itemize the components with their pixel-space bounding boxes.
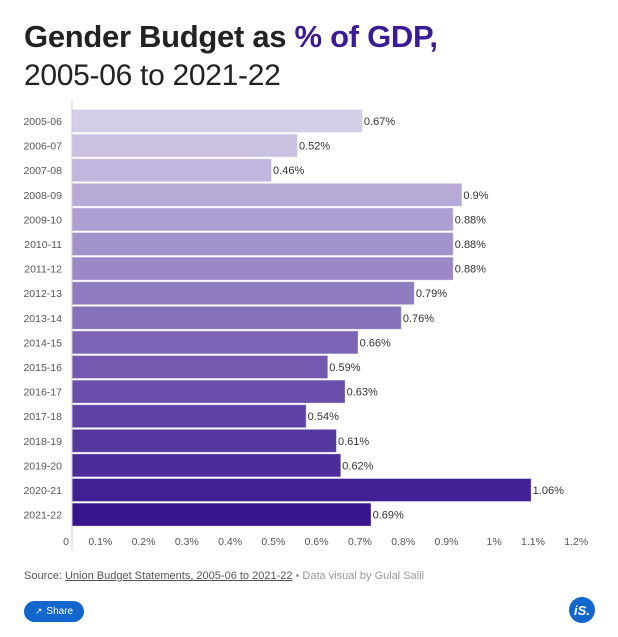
x-tick-label: 0.2% — [132, 536, 156, 548]
y-tick-label: 2006-07 — [23, 141, 62, 153]
y-tick-label: 2012-13 — [23, 288, 62, 300]
bar-2018-19 — [71, 429, 337, 453]
value-labels: 0.67% 0.52% 0.46% 0.9% 0.88% 0.88% 0.88% 0.79% 0… — [273, 116, 564, 522]
x-tick-label: 0 — [63, 536, 69, 548]
source-footer: Source: Union Budget Statements, 2005-06… — [24, 570, 424, 582]
logo[interactable]: iS. — [569, 597, 595, 623]
x-axis: 0 0.1% 0.2% 0.3% 0.4% 0.5% 0.6% 0.7% 0.8% 0.9% 1% 1… — [63, 100, 588, 551]
bar-2011-12 — [71, 257, 454, 281]
value-label: 0.46% — [273, 165, 304, 177]
chart-subtitle: 2005-06 to 2021-22 — [24, 59, 281, 92]
value-label: 0.88% — [455, 214, 486, 226]
x-tick-label: 0.9% — [434, 536, 458, 548]
bar-2014-15 — [71, 330, 359, 354]
value-label: 0.61% — [338, 436, 369, 448]
x-tick-label: 0.1% — [88, 536, 112, 548]
bar-2017-18 — [71, 404, 307, 428]
bar-2012-13 — [71, 281, 415, 305]
y-axis-labels: 2005-06 2006-07 2007-08 2008-09 2009-10 2010-… — [23, 116, 62, 522]
value-label: 0.67% — [364, 116, 395, 128]
bar-2021-22 — [71, 503, 372, 527]
x-tick-label: 0.8% — [391, 536, 415, 548]
value-label: 1.06% — [533, 485, 564, 497]
bar-2009-10 — [71, 207, 454, 231]
bar-2016-17 — [71, 380, 346, 404]
bar-2005-06 — [71, 109, 363, 133]
share-label: Share — [46, 606, 74, 617]
credit-text: • Data visual by Gulal Salil — [292, 570, 425, 582]
y-tick-label: 2018-19 — [23, 436, 62, 448]
value-label: 0.76% — [403, 313, 434, 325]
share-icon: ↗ — [34, 606, 43, 616]
value-label: 0.66% — [360, 337, 391, 349]
x-tick-label: 0.6% — [305, 536, 329, 548]
bar-2013-14 — [71, 306, 402, 330]
value-label: 0.59% — [329, 362, 360, 374]
value-label: 0.54% — [308, 411, 339, 423]
x-tick-label: 0.3% — [175, 536, 199, 548]
value-label: 0.88% — [455, 239, 486, 251]
bar-2019-20 — [71, 453, 341, 477]
y-tick-label: 2011-12 — [24, 264, 62, 276]
bar-2008-09 — [71, 183, 462, 207]
x-tick-label: 0.5% — [261, 536, 285, 548]
y-tick-label: 2010-11 — [24, 239, 62, 251]
bar-2020-21 — [71, 478, 532, 502]
y-tick-label: 2019-20 — [23, 460, 62, 472]
x-tick-label: 1.1% — [521, 536, 545, 548]
bar-2010-11 — [71, 232, 454, 256]
bar-2015-16 — [71, 355, 328, 379]
bar-2006-07 — [71, 134, 298, 158]
y-tick-label: 2013-14 — [23, 313, 62, 325]
chart-title: Gender Budget as % of GDP, — [24, 18, 438, 56]
value-label: 0.88% — [455, 264, 486, 276]
y-tick-label: 2021-22 — [23, 510, 62, 522]
y-tick-label: 2014-15 — [23, 337, 62, 349]
bar-chart: 2005-06 2006-07 2007-08 2008-09 2009-10 2010-… — [23, 100, 588, 551]
y-tick-label: 2020-21 — [23, 485, 62, 497]
x-tick-label: 0.7% — [348, 536, 372, 548]
value-label: 0.62% — [342, 460, 373, 472]
y-tick-label: 2017-18 — [23, 411, 62, 423]
value-label: 0.79% — [416, 288, 447, 300]
value-label: 0.52% — [299, 141, 330, 153]
value-label: 0.69% — [373, 510, 404, 522]
y-tick-label: 2015-16 — [23, 362, 62, 374]
y-tick-label: 2005-06 — [23, 116, 62, 128]
y-tick-label: 2007-08 — [23, 165, 62, 177]
source-link[interactable]: Union Budget Statements, 2005-06 to 2021… — [64, 570, 293, 582]
value-label: 0.63% — [347, 387, 378, 399]
title-main: Gender Budget as — [24, 19, 295, 54]
source-prefix: Source: — [24, 570, 65, 582]
value-label: 0.9% — [463, 190, 488, 202]
bar-2007-08 — [71, 158, 272, 182]
y-tick-label: 2008-09 — [23, 190, 62, 202]
x-tick-label: 0.4% — [218, 536, 242, 548]
share-button[interactable]: ↗ Share — [24, 601, 84, 622]
y-tick-label: 2016-17 — [23, 387, 62, 399]
x-tick-label: 1% — [487, 536, 502, 548]
title-accent: % of GDP, — [294, 19, 438, 54]
x-tick-label: 1.2% — [564, 536, 588, 548]
y-tick-label: 2009-10 — [23, 214, 62, 226]
